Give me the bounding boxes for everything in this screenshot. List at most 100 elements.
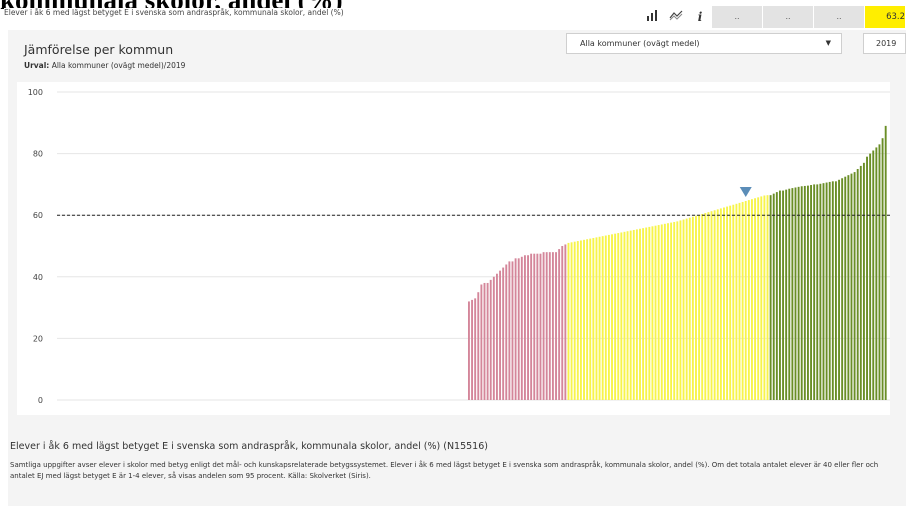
bar — [561, 246, 564, 400]
bar — [595, 237, 598, 400]
bar — [539, 253, 542, 400]
bar — [754, 198, 757, 400]
bar-chart-icon[interactable] — [640, 6, 664, 28]
y-tick-label: 80 — [33, 150, 43, 159]
year-dropdown-value: 2019 — [876, 39, 897, 48]
y-tick-label: 20 — [33, 334, 43, 343]
bar — [520, 256, 523, 400]
bar — [772, 193, 775, 400]
bar — [856, 169, 859, 400]
summary-cell: .. — [712, 6, 762, 28]
bar — [872, 150, 875, 400]
bar — [492, 276, 495, 400]
bar — [629, 230, 632, 400]
year-dropdown[interactable]: 2019 — [863, 33, 906, 54]
bar — [642, 228, 645, 400]
comparison-bar-chart: 0 20 40 60 80 100 — [17, 82, 890, 415]
y-tick-label: 0 — [38, 396, 43, 405]
bar — [859, 165, 862, 400]
bar — [853, 172, 856, 400]
bar — [698, 214, 701, 400]
bar — [670, 222, 673, 400]
bar — [791, 188, 794, 400]
bar — [779, 190, 781, 400]
bar — [713, 210, 716, 400]
bar — [704, 213, 707, 400]
bar — [527, 255, 529, 400]
bar — [489, 279, 492, 400]
bar — [573, 241, 576, 400]
chart-background — [17, 82, 890, 415]
bar — [679, 220, 682, 400]
bar — [654, 225, 657, 400]
bar — [676, 221, 679, 400]
bar — [508, 261, 511, 400]
bar — [651, 226, 654, 400]
bar — [831, 181, 834, 400]
bar — [797, 186, 800, 400]
bar — [729, 205, 732, 400]
bar — [604, 235, 607, 400]
bar — [514, 258, 517, 400]
bar — [850, 173, 853, 400]
bar — [673, 221, 676, 400]
bar — [474, 298, 477, 400]
bar — [816, 184, 819, 400]
y-tick-label: 100 — [28, 88, 43, 97]
highlight-marker-icon — [739, 187, 752, 198]
bar — [834, 181, 837, 400]
bar — [806, 185, 809, 400]
trend-line-icon[interactable] — [664, 6, 688, 28]
bar — [660, 224, 663, 400]
bar — [533, 253, 536, 400]
bar — [614, 233, 617, 400]
bar — [511, 261, 514, 400]
bar — [685, 218, 688, 400]
bar — [536, 253, 539, 400]
bar — [499, 270, 501, 400]
bar — [480, 284, 483, 400]
comparison-dropdown[interactable]: Alla kommuner (ovägt medel) ▼ — [566, 33, 842, 54]
comparison-panel: Jämförelse per kommun Urval: Alla kommun… — [8, 30, 906, 506]
bar — [819, 183, 822, 400]
bar — [701, 213, 704, 400]
summary-cell: .. — [763, 6, 813, 28]
bar — [505, 264, 508, 400]
bar — [517, 258, 520, 400]
bar — [757, 197, 760, 400]
bar — [617, 233, 620, 400]
bar — [592, 237, 595, 400]
bar — [869, 153, 872, 400]
footnote-title: Elever i åk 6 med lägst betyget E i sven… — [10, 441, 488, 452]
bar — [723, 207, 725, 400]
bar — [589, 238, 592, 400]
bar — [760, 196, 763, 400]
bar — [747, 200, 750, 400]
bar — [548, 252, 551, 400]
indicator-title: Elever i åk 6 med lägst betyget E i sven… — [4, 8, 348, 17]
bar — [881, 138, 884, 400]
bar — [794, 187, 797, 400]
view-toolbar: i — [640, 6, 712, 28]
bar — [586, 239, 589, 400]
bar — [866, 156, 868, 400]
bar — [732, 204, 735, 400]
bar — [878, 144, 881, 400]
bar — [620, 232, 623, 400]
bar — [663, 223, 666, 400]
bar — [844, 176, 847, 400]
bar — [800, 186, 803, 400]
bar — [838, 179, 840, 400]
bar — [691, 216, 694, 400]
bar — [775, 192, 778, 400]
bar — [486, 282, 489, 400]
bar — [782, 190, 785, 400]
bar — [635, 229, 638, 400]
bar — [639, 228, 641, 400]
info-icon[interactable]: i — [697, 10, 703, 24]
bar — [744, 201, 747, 400]
bar — [682, 219, 685, 400]
bar — [847, 175, 850, 400]
bar — [719, 208, 722, 400]
bar — [875, 147, 878, 400]
